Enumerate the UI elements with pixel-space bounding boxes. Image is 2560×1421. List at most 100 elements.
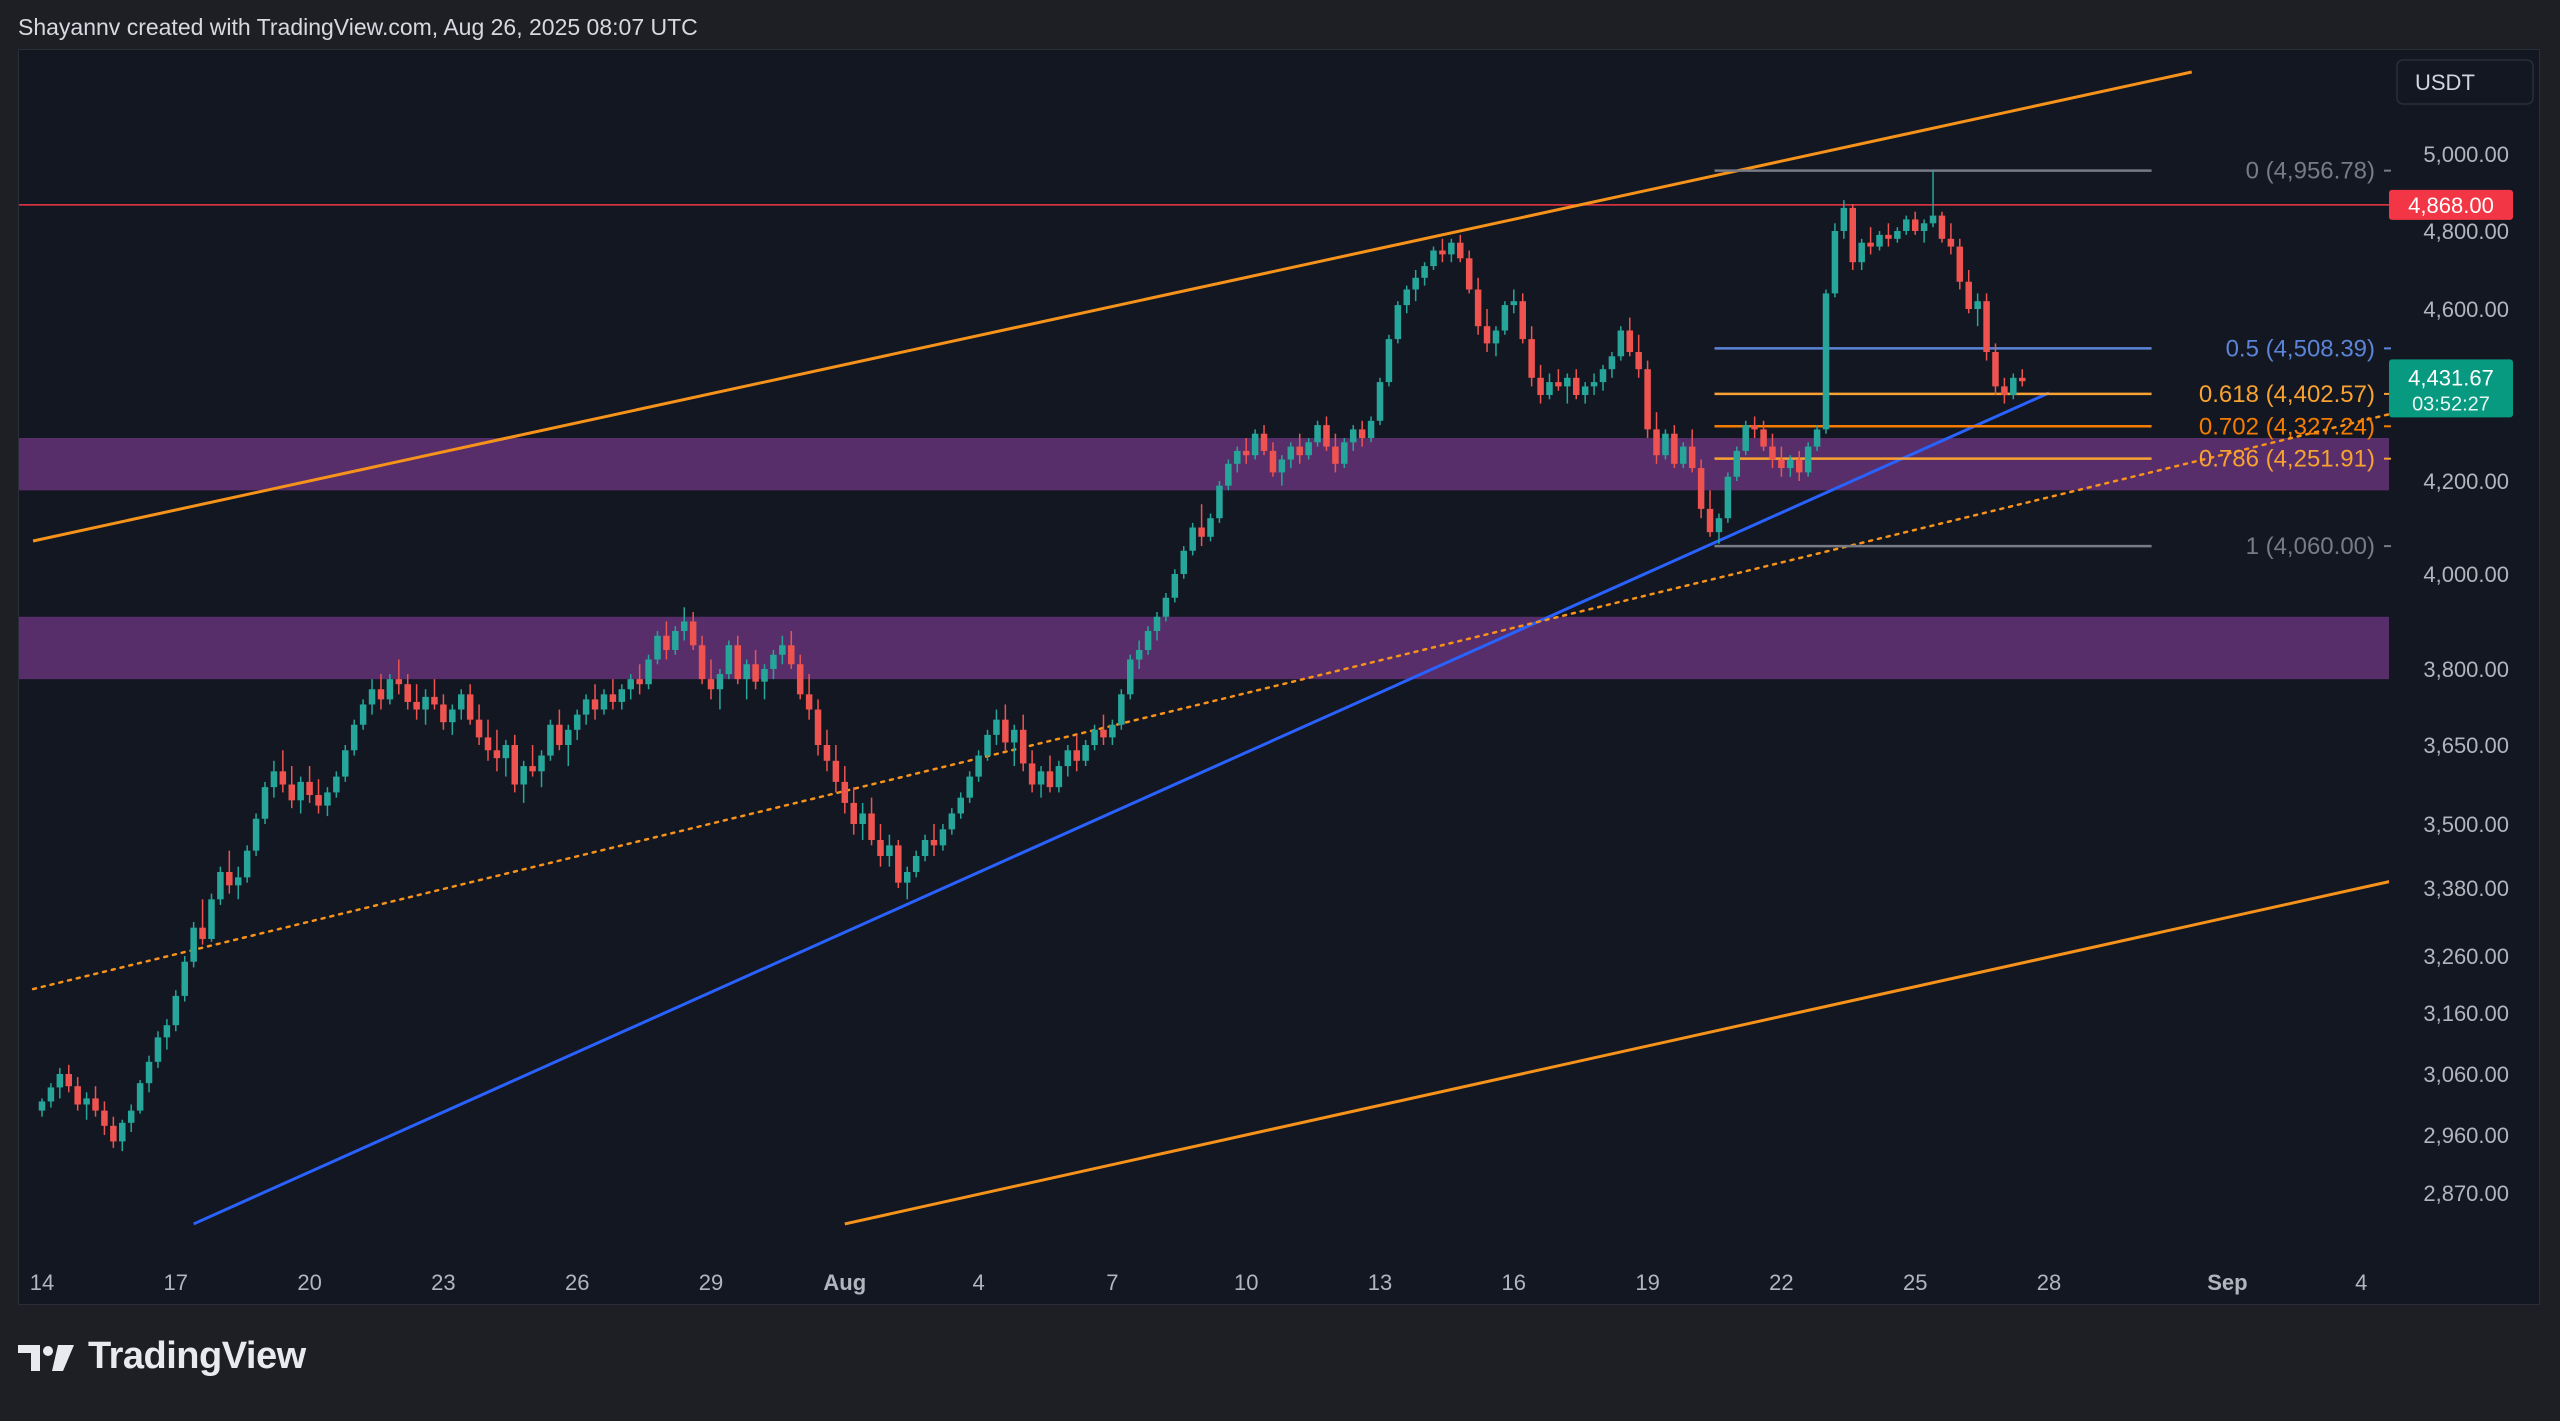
candle — [1305, 438, 1312, 460]
candle-body — [333, 776, 340, 793]
candle — [1510, 289, 1518, 314]
candle-body — [1349, 429, 1357, 443]
candle — [1403, 285, 1411, 314]
candle-body — [1037, 771, 1045, 785]
candle — [1073, 734, 1080, 772]
candle-body — [359, 704, 367, 725]
candle — [1332, 433, 1339, 473]
candle-body — [859, 813, 866, 824]
candle — [1037, 766, 1045, 798]
candle — [1715, 513, 1723, 544]
candle-body — [92, 1098, 99, 1111]
candle-body — [243, 850, 251, 878]
candle-body — [1653, 429, 1660, 456]
candle-body — [556, 724, 563, 745]
candle — [484, 719, 492, 761]
candle-body — [440, 704, 447, 723]
candle-body — [1885, 234, 1892, 239]
candle — [832, 745, 840, 793]
candle-body — [788, 645, 795, 665]
price-chart[interactable]: 0 (4,956.78) 0.5 (4,508.39) 0.618 (4,402.5… — [19, 50, 2539, 1304]
candle — [573, 709, 581, 740]
candle — [1358, 420, 1366, 447]
candle — [413, 684, 420, 720]
candle-body — [2001, 386, 2008, 395]
candle — [1055, 760, 1063, 793]
candle-body — [1323, 425, 1330, 447]
candle-body — [386, 679, 394, 700]
candle-body — [511, 745, 519, 785]
y-tick-label: 4,800.00 — [2423, 219, 2509, 244]
candle — [1448, 238, 1455, 263]
candle — [1501, 301, 1509, 335]
candle — [449, 704, 456, 735]
candle-body — [1929, 215, 1937, 224]
candle — [1091, 724, 1098, 751]
candle-body — [1091, 729, 1098, 745]
candle-body — [306, 781, 313, 796]
x-tick-label: 4 — [2355, 1270, 2367, 1295]
candle — [1180, 546, 1188, 579]
candle — [1599, 364, 1607, 391]
candle-body — [1171, 574, 1179, 598]
y-tick-label: 4,000.00 — [2423, 562, 2509, 587]
candle — [1376, 377, 1384, 426]
candle-body — [234, 877, 242, 886]
candle-body — [101, 1110, 108, 1126]
candle — [1251, 429, 1259, 460]
fib-label-0.618: 0.618 (4,402.57) — [2199, 381, 2375, 408]
candle-body — [1448, 242, 1455, 255]
candle — [190, 922, 197, 968]
candle — [1260, 425, 1268, 456]
candle-body — [1822, 293, 1830, 430]
candle — [1474, 277, 1482, 335]
candle-body — [2018, 377, 2026, 382]
candle — [1974, 293, 1981, 327]
candle-body — [1483, 326, 1491, 344]
candle-body — [172, 995, 180, 1026]
candle-body — [582, 699, 590, 715]
candle — [172, 990, 180, 1032]
candle-body — [493, 750, 501, 759]
candle-body — [672, 631, 679, 650]
candle-body — [1769, 446, 1776, 460]
candle-body — [261, 787, 269, 819]
candle — [1349, 425, 1357, 451]
demand-zone-2 — [19, 616, 2389, 680]
candle — [1680, 442, 1687, 469]
candle — [395, 659, 403, 695]
candle-body — [110, 1125, 117, 1142]
candle-body — [698, 645, 706, 680]
candle — [698, 635, 706, 685]
candle-body — [1947, 238, 1955, 247]
candle — [422, 689, 429, 725]
candle-body — [1055, 766, 1063, 788]
candle-body — [1626, 330, 1634, 352]
candle-body — [877, 840, 884, 856]
candle-body — [1144, 631, 1152, 650]
candle — [101, 1101, 108, 1135]
candle — [1465, 250, 1473, 294]
chart-frame[interactable]: 0 (4,956.78) 0.5 (4,508.39) 0.618 (4,402.5… — [18, 49, 2540, 1305]
candle — [1867, 227, 1874, 255]
candle-body — [1126, 659, 1134, 695]
candle-body — [1938, 215, 1946, 239]
candle-body — [1510, 301, 1518, 306]
candle-body — [1073, 750, 1080, 761]
candle — [993, 709, 1000, 745]
candle-body — [796, 664, 804, 695]
candle-body — [56, 1074, 64, 1088]
candle-body — [1537, 377, 1544, 395]
candle — [199, 899, 206, 945]
candle-body — [752, 664, 759, 682]
candle — [1840, 200, 1848, 239]
candle-body — [65, 1074, 73, 1087]
candle-body — [1439, 250, 1446, 255]
candle — [333, 771, 340, 798]
candle — [324, 787, 331, 817]
candle — [1876, 231, 1883, 251]
y-tick-label: 2,960.00 — [2423, 1123, 2509, 1148]
candle — [1153, 612, 1161, 641]
candle — [1385, 334, 1393, 387]
candle-body — [1028, 763, 1036, 785]
